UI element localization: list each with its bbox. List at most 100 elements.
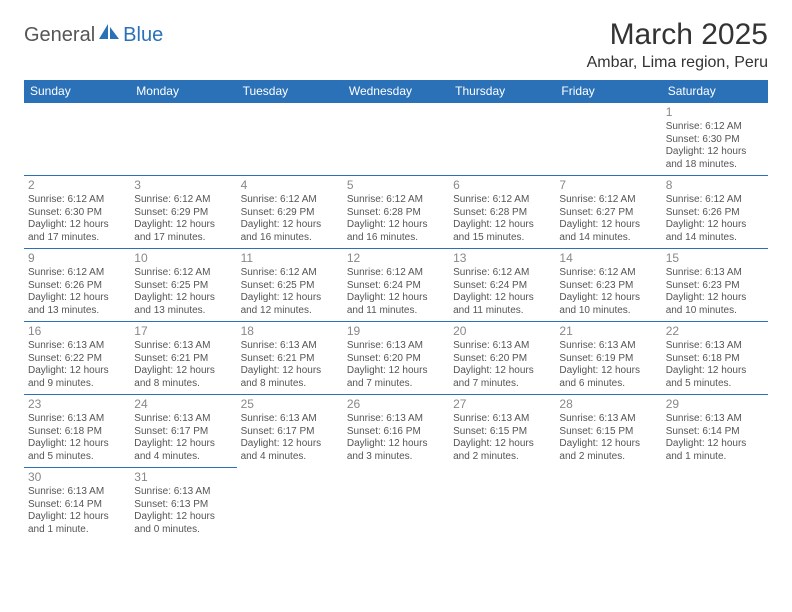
sunrise-text: Sunrise: 6:12 AM <box>28 194 126 207</box>
sunrise-text: Sunrise: 6:13 AM <box>28 340 126 353</box>
day-number: 20 <box>453 324 551 339</box>
weekday-header: Friday <box>555 80 661 103</box>
calendar-body: 1Sunrise: 6:12 AMSunset: 6:30 PMDaylight… <box>24 103 768 541</box>
daylight-text: Daylight: 12 hours and 12 minutes. <box>241 292 339 317</box>
day-number: 12 <box>347 251 445 266</box>
day-number: 2 <box>28 178 126 193</box>
sunset-text: Sunset: 6:23 PM <box>666 280 764 293</box>
sunset-text: Sunset: 6:28 PM <box>453 207 551 220</box>
calendar-cell: 31Sunrise: 6:13 AMSunset: 6:13 PMDayligh… <box>130 468 236 541</box>
sunset-text: Sunset: 6:26 PM <box>666 207 764 220</box>
sunset-text: Sunset: 6:25 PM <box>134 280 232 293</box>
day-number: 10 <box>134 251 232 266</box>
month-title: March 2025 <box>587 18 768 52</box>
weekday-header-row: Sunday Monday Tuesday Wednesday Thursday… <box>24 80 768 103</box>
sunset-text: Sunset: 6:29 PM <box>134 207 232 220</box>
calendar-cell: 12Sunrise: 6:12 AMSunset: 6:24 PMDayligh… <box>343 249 449 322</box>
sunset-text: Sunset: 6:14 PM <box>666 426 764 439</box>
sunrise-text: Sunrise: 6:13 AM <box>559 340 657 353</box>
daylight-text: Daylight: 12 hours and 15 minutes. <box>453 219 551 244</box>
daylight-text: Daylight: 12 hours and 8 minutes. <box>134 365 232 390</box>
day-number: 22 <box>666 324 764 339</box>
sunset-text: Sunset: 6:30 PM <box>28 207 126 220</box>
title-block: March 2025 Ambar, Lima region, Peru <box>587 18 768 72</box>
daylight-text: Daylight: 12 hours and 4 minutes. <box>241 438 339 463</box>
sunrise-text: Sunrise: 6:13 AM <box>347 340 445 353</box>
calendar-row: 16Sunrise: 6:13 AMSunset: 6:22 PMDayligh… <box>24 322 768 395</box>
calendar-cell <box>343 468 449 541</box>
weekday-header: Sunday <box>24 80 130 103</box>
calendar-cell <box>130 103 236 176</box>
day-number: 6 <box>453 178 551 193</box>
sunrise-text: Sunrise: 6:13 AM <box>666 267 764 280</box>
daylight-text: Daylight: 12 hours and 3 minutes. <box>347 438 445 463</box>
day-number: 21 <box>559 324 657 339</box>
calendar-cell <box>449 103 555 176</box>
calendar-cell: 11Sunrise: 6:12 AMSunset: 6:25 PMDayligh… <box>237 249 343 322</box>
calendar-cell: 3Sunrise: 6:12 AMSunset: 6:29 PMDaylight… <box>130 176 236 249</box>
day-number: 4 <box>241 178 339 193</box>
calendar-cell: 4Sunrise: 6:12 AMSunset: 6:29 PMDaylight… <box>237 176 343 249</box>
calendar-cell: 30Sunrise: 6:13 AMSunset: 6:14 PMDayligh… <box>24 468 130 541</box>
day-number: 26 <box>347 397 445 412</box>
day-number: 31 <box>134 470 232 485</box>
sunrise-text: Sunrise: 6:13 AM <box>453 413 551 426</box>
calendar-cell: 9Sunrise: 6:12 AMSunset: 6:26 PMDaylight… <box>24 249 130 322</box>
calendar-cell: 21Sunrise: 6:13 AMSunset: 6:19 PMDayligh… <box>555 322 661 395</box>
sunrise-text: Sunrise: 6:13 AM <box>28 413 126 426</box>
daylight-text: Daylight: 12 hours and 11 minutes. <box>347 292 445 317</box>
calendar-cell: 10Sunrise: 6:12 AMSunset: 6:25 PMDayligh… <box>130 249 236 322</box>
calendar-cell: 23Sunrise: 6:13 AMSunset: 6:18 PMDayligh… <box>24 395 130 468</box>
calendar-cell: 15Sunrise: 6:13 AMSunset: 6:23 PMDayligh… <box>662 249 768 322</box>
sunset-text: Sunset: 6:28 PM <box>347 207 445 220</box>
sunrise-text: Sunrise: 6:12 AM <box>666 194 764 207</box>
sunrise-text: Sunrise: 6:13 AM <box>134 413 232 426</box>
day-number: 9 <box>28 251 126 266</box>
sunset-text: Sunset: 6:21 PM <box>134 353 232 366</box>
daylight-text: Daylight: 12 hours and 5 minutes. <box>666 365 764 390</box>
sunrise-text: Sunrise: 6:12 AM <box>453 267 551 280</box>
weekday-header: Saturday <box>662 80 768 103</box>
daylight-text: Daylight: 12 hours and 4 minutes. <box>134 438 232 463</box>
sunrise-text: Sunrise: 6:12 AM <box>347 194 445 207</box>
day-number: 18 <box>241 324 339 339</box>
calendar-row: 2Sunrise: 6:12 AMSunset: 6:30 PMDaylight… <box>24 176 768 249</box>
calendar-cell: 17Sunrise: 6:13 AMSunset: 6:21 PMDayligh… <box>130 322 236 395</box>
daylight-text: Daylight: 12 hours and 6 minutes. <box>559 365 657 390</box>
sunrise-text: Sunrise: 6:13 AM <box>453 340 551 353</box>
logo-text-general: General <box>24 24 95 47</box>
calendar-row: 30Sunrise: 6:13 AMSunset: 6:14 PMDayligh… <box>24 468 768 541</box>
calendar-cell: 1Sunrise: 6:12 AMSunset: 6:30 PMDaylight… <box>662 103 768 176</box>
calendar-cell: 16Sunrise: 6:13 AMSunset: 6:22 PMDayligh… <box>24 322 130 395</box>
calendar-cell: 8Sunrise: 6:12 AMSunset: 6:26 PMDaylight… <box>662 176 768 249</box>
day-number: 23 <box>28 397 126 412</box>
sunset-text: Sunset: 6:22 PM <box>28 353 126 366</box>
daylight-text: Daylight: 12 hours and 14 minutes. <box>559 219 657 244</box>
day-number: 28 <box>559 397 657 412</box>
sunrise-text: Sunrise: 6:13 AM <box>28 486 126 499</box>
calendar-cell <box>449 468 555 541</box>
daylight-text: Daylight: 12 hours and 10 minutes. <box>666 292 764 317</box>
weekday-header: Monday <box>130 80 236 103</box>
sunset-text: Sunset: 6:14 PM <box>28 499 126 512</box>
day-number: 14 <box>559 251 657 266</box>
day-number: 13 <box>453 251 551 266</box>
daylight-text: Daylight: 12 hours and 5 minutes. <box>28 438 126 463</box>
daylight-text: Daylight: 12 hours and 7 minutes. <box>347 365 445 390</box>
calendar-cell: 14Sunrise: 6:12 AMSunset: 6:23 PMDayligh… <box>555 249 661 322</box>
sunset-text: Sunset: 6:19 PM <box>559 353 657 366</box>
sunset-text: Sunset: 6:18 PM <box>666 353 764 366</box>
calendar-cell: 7Sunrise: 6:12 AMSunset: 6:27 PMDaylight… <box>555 176 661 249</box>
weekday-header: Wednesday <box>343 80 449 103</box>
sunset-text: Sunset: 6:26 PM <box>28 280 126 293</box>
day-number: 3 <box>134 178 232 193</box>
sunrise-text: Sunrise: 6:13 AM <box>134 486 232 499</box>
calendar-cell <box>662 468 768 541</box>
calendar-cell: 28Sunrise: 6:13 AMSunset: 6:15 PMDayligh… <box>555 395 661 468</box>
calendar-cell: 27Sunrise: 6:13 AMSunset: 6:15 PMDayligh… <box>449 395 555 468</box>
sunrise-text: Sunrise: 6:12 AM <box>559 267 657 280</box>
daylight-text: Daylight: 12 hours and 2 minutes. <box>453 438 551 463</box>
sunset-text: Sunset: 6:25 PM <box>241 280 339 293</box>
calendar-cell: 25Sunrise: 6:13 AMSunset: 6:17 PMDayligh… <box>237 395 343 468</box>
calendar-cell: 26Sunrise: 6:13 AMSunset: 6:16 PMDayligh… <box>343 395 449 468</box>
